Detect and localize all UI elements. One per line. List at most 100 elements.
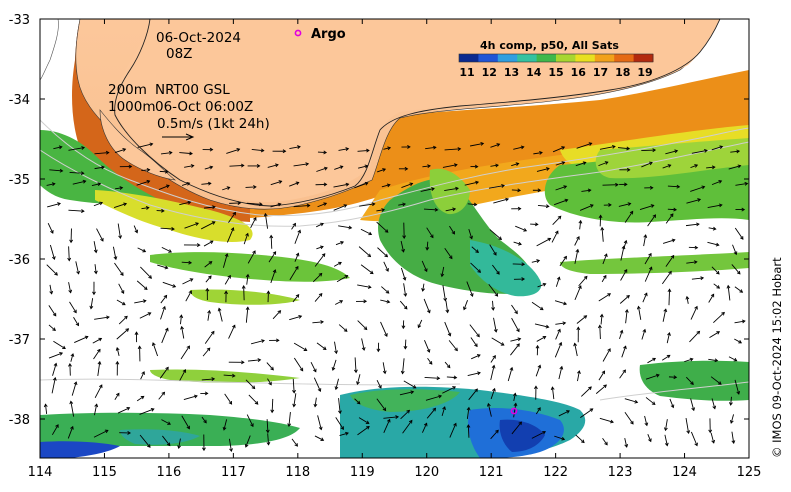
current-vector bbox=[488, 185, 505, 189]
current-vector bbox=[229, 164, 244, 167]
current-vector-head bbox=[712, 405, 717, 410]
time-label: 08Z bbox=[166, 46, 192, 62]
current-vector-head bbox=[76, 270, 80, 275]
current-vector-head bbox=[610, 419, 614, 424]
current-vector bbox=[200, 221, 216, 230]
current-vector bbox=[357, 149, 369, 152]
y-tick-label: -35 bbox=[9, 173, 30, 188]
current-vector bbox=[293, 357, 304, 372]
current-vector bbox=[531, 301, 544, 311]
sst-south-central-green bbox=[350, 389, 460, 412]
current-vector-head bbox=[563, 185, 568, 189]
current-vector-head bbox=[256, 163, 261, 168]
current-vector bbox=[490, 388, 496, 400]
current-vector bbox=[647, 434, 652, 442]
current-vector-head bbox=[126, 406, 131, 411]
contour-200m bbox=[40, 119, 749, 217]
current-vector bbox=[537, 205, 549, 207]
current-vector-head bbox=[118, 235, 122, 240]
current-vector bbox=[294, 253, 299, 262]
y-tick-label: -36 bbox=[9, 253, 30, 268]
current-vector-head bbox=[712, 226, 717, 231]
current-vector bbox=[354, 182, 368, 189]
current-vector-head bbox=[203, 419, 207, 424]
current-vectors bbox=[43, 141, 749, 453]
sst-west-green bbox=[40, 130, 160, 204]
current-vector bbox=[402, 420, 413, 434]
current-vector bbox=[332, 359, 337, 371]
current-vector-head bbox=[177, 445, 182, 449]
current-vector-head bbox=[696, 330, 701, 335]
current-vector bbox=[536, 238, 551, 247]
argo-float-marker[interactable] bbox=[510, 407, 518, 415]
current-vector-head bbox=[630, 420, 634, 425]
current-vector bbox=[470, 262, 481, 273]
current-vector-head bbox=[318, 426, 323, 431]
current-vector-head bbox=[451, 230, 455, 235]
current-vector-head bbox=[523, 228, 528, 232]
current-vector-head bbox=[501, 184, 505, 188]
current-vector-head bbox=[208, 275, 212, 280]
current-vector-head bbox=[306, 203, 311, 208]
current-vector-head bbox=[664, 442, 669, 447]
current-vector bbox=[668, 289, 670, 306]
current-vector-head bbox=[457, 147, 462, 151]
current-vector bbox=[599, 146, 616, 150]
current-vector bbox=[404, 339, 407, 349]
current-vector-head bbox=[455, 186, 459, 191]
current-vector-head bbox=[652, 148, 657, 153]
current-vector bbox=[690, 186, 705, 192]
current-vector bbox=[69, 172, 84, 174]
current-vector-head bbox=[73, 381, 78, 386]
current-vector bbox=[639, 204, 654, 210]
current-vector bbox=[182, 278, 193, 285]
current-vector bbox=[354, 357, 357, 373]
current-vector-head bbox=[368, 231, 373, 236]
current-vector bbox=[222, 186, 230, 191]
current-vector bbox=[489, 244, 497, 256]
current-vector-head bbox=[164, 169, 169, 174]
current-vector-head bbox=[412, 385, 417, 389]
current-vector-head bbox=[206, 347, 211, 352]
current-vector bbox=[513, 403, 517, 418]
current-vector bbox=[595, 384, 607, 394]
contour-deep-2 bbox=[599, 381, 749, 401]
current-vector bbox=[469, 143, 484, 147]
current-vector bbox=[424, 377, 440, 379]
current-vector bbox=[600, 314, 603, 325]
current-vector-head bbox=[518, 241, 522, 246]
current-vector-head bbox=[338, 261, 342, 266]
current-vector bbox=[70, 401, 75, 417]
sst-central-teal bbox=[470, 240, 542, 297]
x-tick-label: 121 bbox=[479, 465, 504, 480]
current-vector bbox=[359, 203, 375, 207]
current-vector bbox=[314, 435, 324, 441]
current-vector-head bbox=[476, 354, 481, 358]
current-vector-head bbox=[583, 315, 588, 319]
current-vector bbox=[644, 415, 648, 426]
current-vector-head bbox=[545, 204, 550, 209]
current-vector bbox=[223, 419, 228, 430]
current-vector-head bbox=[69, 400, 74, 405]
current-vector bbox=[203, 206, 216, 209]
current-vector bbox=[403, 380, 416, 389]
current-vector-head bbox=[241, 285, 246, 289]
current-vector-head bbox=[100, 237, 104, 242]
current-vector bbox=[357, 284, 371, 288]
colorbar bbox=[458, 53, 654, 63]
current-vector-head bbox=[338, 410, 342, 415]
current-vector bbox=[72, 180, 86, 185]
current-vector bbox=[161, 246, 172, 253]
current-vector-head bbox=[644, 422, 649, 427]
colorbar-swatch bbox=[556, 54, 576, 62]
current-vector-head bbox=[165, 184, 170, 189]
current-vector-head bbox=[400, 370, 405, 375]
x-tick-label: 118 bbox=[285, 465, 310, 480]
current-vector bbox=[422, 165, 431, 168]
current-vector bbox=[360, 264, 374, 274]
current-vector bbox=[117, 223, 121, 239]
current-vector-head bbox=[710, 293, 715, 298]
current-vector-head bbox=[276, 338, 280, 343]
current-vector bbox=[139, 408, 155, 415]
current-vector-head bbox=[486, 402, 491, 407]
